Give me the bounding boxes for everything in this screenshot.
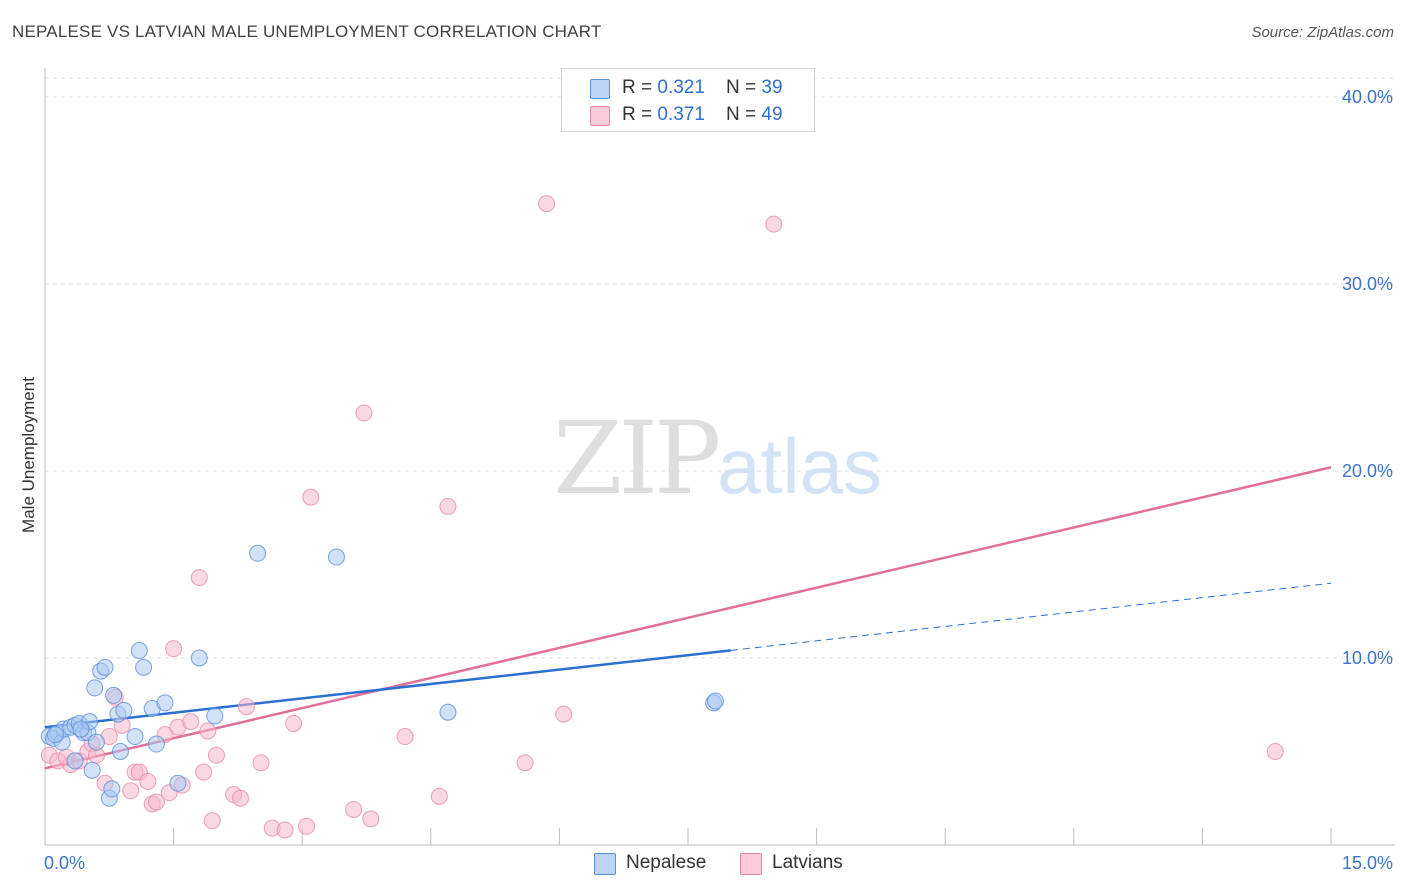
nepalese-point	[190, 649, 208, 667]
latvians-point	[297, 817, 315, 835]
nepalese-point	[46, 726, 64, 744]
bottom-latvians-swatch	[740, 853, 762, 875]
latvians-point	[1266, 743, 1284, 760]
tick-labels: 10.0% 20.0% 30.0% 40.0% 0.0% 15.0%	[44, 87, 1393, 873]
latvians-point	[285, 714, 303, 732]
latvians-point	[237, 698, 255, 716]
x-tick-label-min: 0.0%	[44, 853, 85, 873]
latvians-point	[203, 812, 221, 830]
chart-title: NEPALESE VS LATVIAN MALE UNEMPLOYMENT CO…	[12, 22, 602, 41]
latvians-point	[199, 722, 217, 740]
x-tick-label-max: 15.0%	[1342, 853, 1393, 873]
latvians-point	[430, 787, 448, 805]
latvians-point	[190, 569, 208, 587]
latvians-point	[195, 763, 213, 781]
latvians-r-value: 0.371	[657, 104, 705, 125]
bottom-legend-latvians: Latvians	[740, 852, 860, 878]
nepalese-trend-line	[44, 649, 732, 729]
nepalese-point	[111, 743, 129, 760]
nepalese-point	[87, 733, 105, 751]
latvians-point	[516, 754, 534, 772]
nepalese-point	[327, 548, 345, 566]
latvians-point	[276, 821, 294, 839]
latvians-point	[362, 810, 380, 828]
bottom-latvians-label: Latvians	[772, 852, 843, 873]
nepalese-point	[130, 642, 148, 660]
nepalese-point	[439, 703, 457, 721]
nepalese-point	[126, 728, 144, 746]
nepalese-point	[103, 780, 121, 798]
nepalese-point	[706, 692, 724, 710]
latvians-point	[252, 754, 270, 772]
data-points	[40, 195, 1284, 839]
gridlines	[45, 77, 1395, 659]
nepalese-point	[169, 774, 187, 792]
nepalese-point	[115, 701, 133, 719]
nepalese-r-value: 0.321	[657, 77, 705, 98]
latvians-point	[147, 793, 165, 811]
nepalese-point	[249, 544, 267, 562]
latvians-point	[538, 195, 556, 213]
axes	[44, 68, 1395, 846]
latvians-point	[345, 800, 363, 818]
nepalese-trend-extension	[730, 582, 1332, 651]
bottom-legend-nepalese: Nepalese	[594, 852, 724, 878]
y-axis-label: Male Unemployment	[19, 377, 38, 533]
bottom-nepalese-label: Nepalese	[626, 852, 707, 873]
nepalese-swatch	[590, 79, 610, 99]
latvians-point	[555, 705, 573, 723]
latvians-point	[165, 640, 183, 658]
watermark: ZIPatlas	[553, 400, 882, 517]
latvians-point	[182, 713, 200, 731]
latvians-point	[122, 782, 140, 800]
y-tick-label: 40.0%	[1342, 87, 1393, 107]
y-tick-label: 20.0%	[1342, 461, 1393, 481]
latvians-point	[302, 488, 320, 506]
nepalese-n-label: N =	[726, 77, 762, 98]
nepalese-point	[83, 761, 101, 779]
latvians-r-label: R =	[622, 104, 658, 125]
latvians-point	[231, 789, 249, 807]
watermark-zip: ZIP	[553, 400, 721, 517]
latvians-point	[396, 728, 414, 746]
nepalese-point	[156, 694, 174, 712]
trend-lines	[44, 466, 1332, 770]
watermark-atlas: atlas	[717, 422, 883, 510]
nepalese-point	[66, 752, 84, 770]
nepalese-point	[135, 658, 153, 676]
latvians-point	[139, 772, 157, 790]
latvians-n-label: N =	[726, 104, 762, 125]
latvians-point	[207, 746, 225, 764]
nepalese-n-value: 39	[761, 77, 783, 98]
nepalese-point	[147, 735, 165, 753]
nepalese-point	[206, 707, 224, 725]
nepalese-point	[86, 679, 104, 697]
y-tick-label: 30.0%	[1342, 274, 1393, 294]
correlation-legend: R = 0.321 N = 39 R = 0.371 N = 49	[561, 68, 815, 132]
nepalese-point	[96, 658, 114, 676]
latvians-n-value: 49	[761, 104, 783, 125]
source-credit: Source: ZipAtlas.com	[1251, 24, 1394, 41]
bottom-nepalese-swatch	[594, 853, 616, 875]
y-tick-label: 10.0%	[1342, 648, 1393, 668]
nepalese-point	[105, 686, 123, 704]
latvians-trend-line	[44, 466, 1332, 770]
nepalese-point	[72, 720, 90, 738]
latvians-swatch	[590, 106, 610, 126]
latvians-point	[765, 215, 783, 233]
latvians-point	[355, 404, 373, 422]
latvians-point	[439, 498, 457, 516]
nepalese-r-label: R =	[622, 77, 658, 98]
